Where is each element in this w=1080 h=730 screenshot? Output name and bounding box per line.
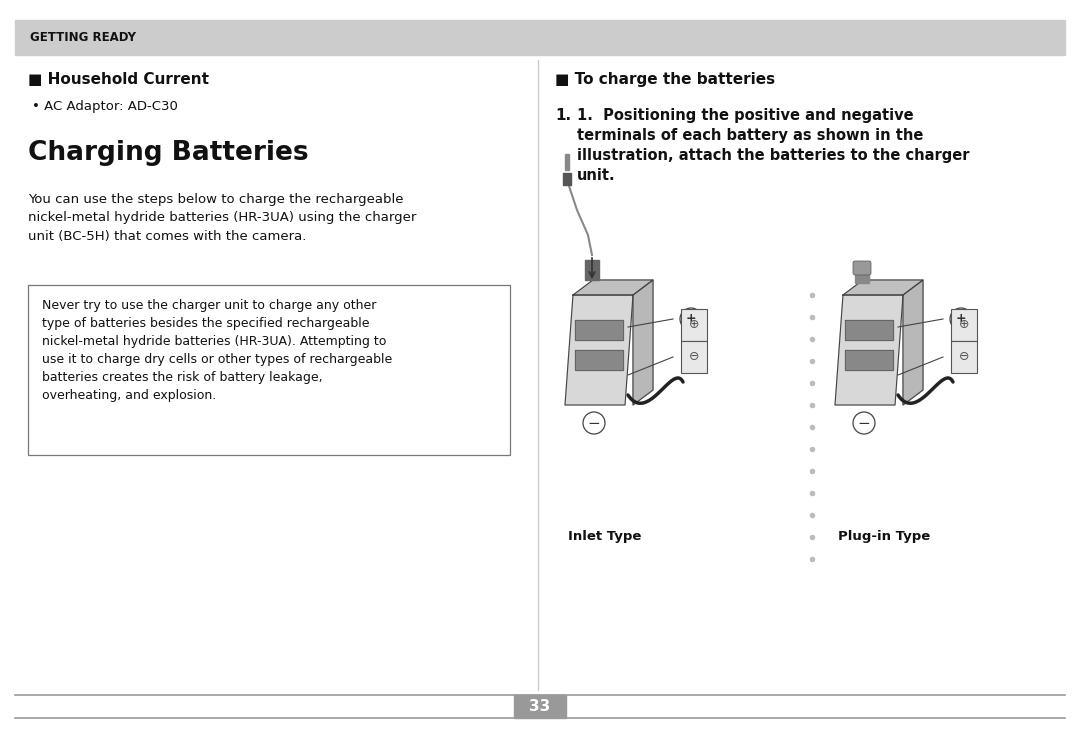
Text: Inlet Type: Inlet Type	[568, 530, 642, 543]
Bar	[855, 265, 869, 283]
Text: ■ Household Current: ■ Household Current	[28, 72, 210, 87]
Text: 33: 33	[529, 699, 551, 714]
Text: Never try to use the charger unit to charge any other
type of batteries besides : Never try to use the charger unit to cha…	[42, 299, 392, 402]
Polygon shape	[633, 280, 653, 405]
Text: • AC Adaptor: AD-C30: • AC Adaptor: AD-C30	[32, 100, 178, 113]
Bar	[514, 695, 566, 718]
Bar	[951, 309, 977, 341]
Bar	[681, 309, 707, 341]
Text: ⊖: ⊖	[959, 350, 969, 364]
Text: +: +	[686, 312, 697, 326]
Bar	[681, 341, 707, 373]
Bar	[565, 154, 569, 170]
Polygon shape	[843, 280, 923, 295]
Polygon shape	[845, 320, 893, 340]
Text: 1.  Positioning the positive and negative: 1. Positioning the positive and negative	[577, 108, 914, 123]
FancyBboxPatch shape	[853, 261, 870, 275]
Text: Plug-in Type: Plug-in Type	[838, 530, 930, 543]
Bar	[28, 285, 510, 455]
Text: ⊕: ⊕	[689, 318, 699, 331]
Polygon shape	[845, 350, 893, 370]
Text: +: +	[956, 312, 967, 326]
Polygon shape	[573, 280, 653, 295]
Text: 1.: 1.	[555, 108, 571, 123]
Bar	[15, 20, 1065, 55]
Text: −: −	[858, 415, 870, 431]
Text: terminals of each battery as shown in the: terminals of each battery as shown in th…	[577, 128, 923, 143]
Text: ⊖: ⊖	[689, 350, 699, 364]
Text: GETTING READY: GETTING READY	[30, 31, 136, 44]
Bar	[563, 173, 571, 185]
Polygon shape	[575, 350, 623, 370]
Bar	[951, 341, 977, 373]
Text: ⊕: ⊕	[959, 318, 969, 331]
Polygon shape	[835, 295, 903, 405]
Text: −: −	[588, 415, 600, 431]
Text: You can use the steps below to charge the rechargeable
nickel-metal hydride batt: You can use the steps below to charge th…	[28, 193, 417, 243]
Polygon shape	[575, 320, 623, 340]
Bar	[585, 260, 599, 280]
Polygon shape	[903, 280, 923, 405]
Text: illustration, attach the batteries to the charger: illustration, attach the batteries to th…	[577, 148, 970, 163]
Text: ■ To charge the batteries: ■ To charge the batteries	[555, 72, 775, 87]
Polygon shape	[565, 295, 633, 405]
Text: Charging Batteries: Charging Batteries	[28, 140, 309, 166]
Text: unit.: unit.	[577, 168, 616, 183]
